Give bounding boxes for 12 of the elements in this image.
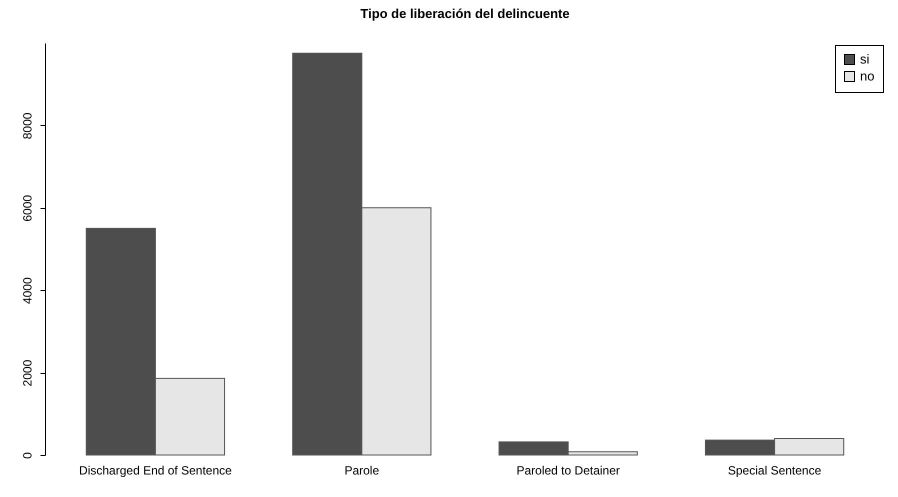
legend-label: no bbox=[860, 68, 874, 84]
x-tick-label: Special Sentence bbox=[728, 464, 822, 478]
y-tick-label: 0 bbox=[20, 452, 34, 459]
y-tick-label: 2000 bbox=[20, 359, 34, 386]
x-tick-label: Parole bbox=[344, 464, 380, 478]
x-tick-label: Paroled to Detainer bbox=[516, 464, 620, 478]
chart-title: Tipo de liberación del delincuente bbox=[360, 6, 570, 21]
x-tick-label: Discharged End of Sentence bbox=[79, 464, 232, 478]
y-tick-label: 4000 bbox=[20, 277, 34, 304]
y-tick-label: 8000 bbox=[20, 112, 34, 140]
y-tick-label: 6000 bbox=[20, 194, 34, 222]
legend-label: si bbox=[860, 52, 870, 66]
